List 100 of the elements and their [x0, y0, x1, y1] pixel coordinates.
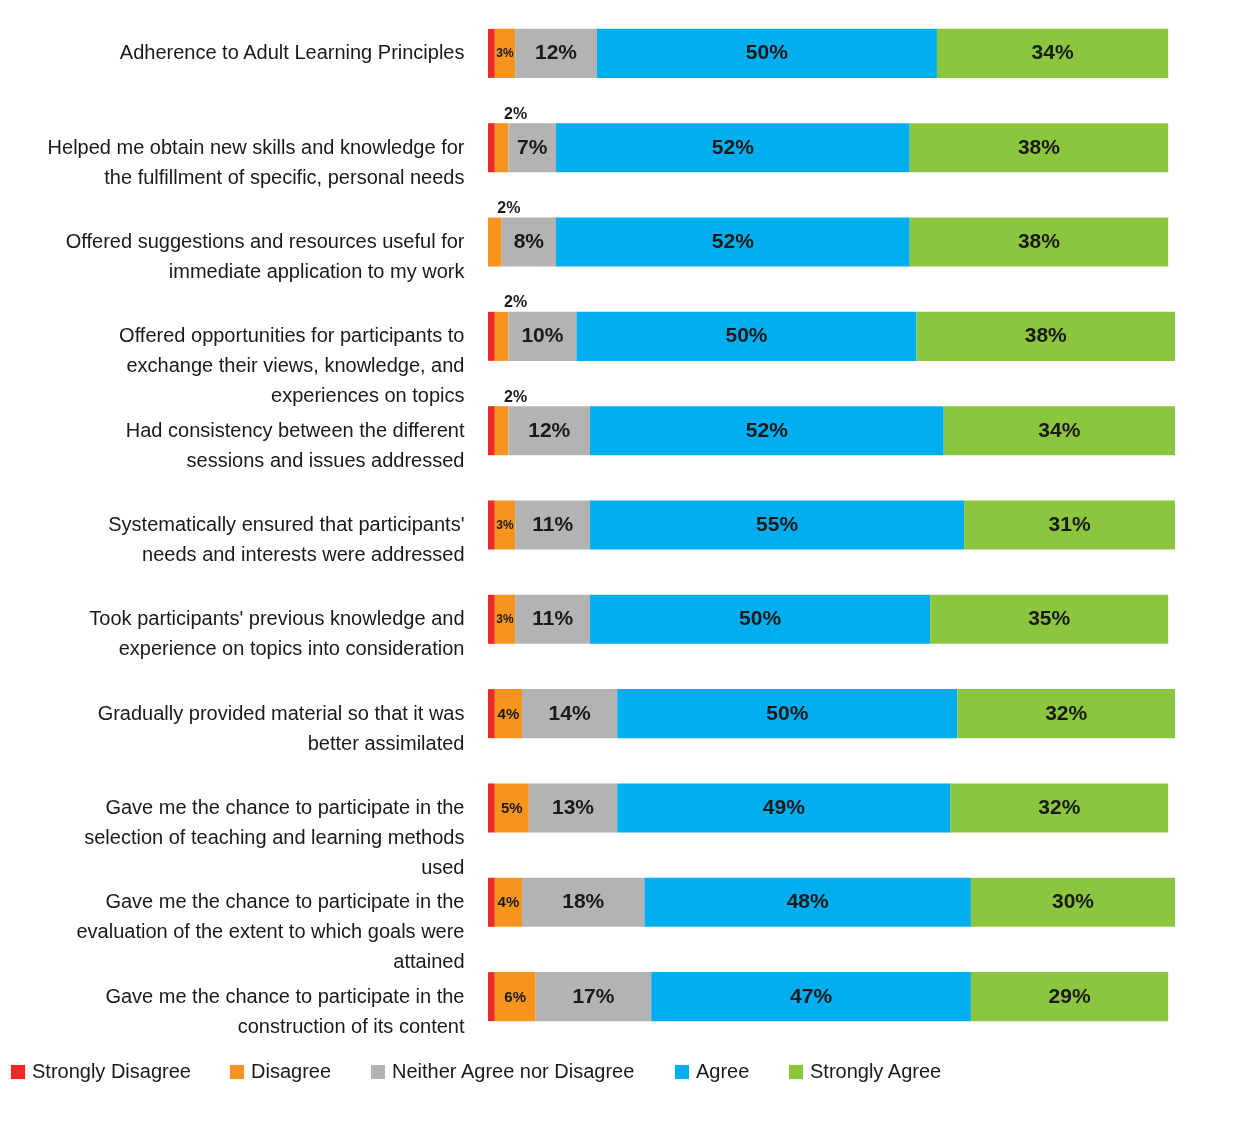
y-tick-label: Gave me the chance to participate in the evaluation of the extent to which goals were attained	[76, 890, 465, 973]
bar	[488, 123, 495, 173]
bar	[950, 783, 1169, 833]
data-label: 38%	[1024, 323, 1068, 347]
data-label: 3%	[496, 46, 515, 61]
legend-label: Agree	[696, 1060, 750, 1082]
data-label: 34%	[1031, 40, 1074, 64]
bar	[617, 783, 951, 833]
data-label: 3%	[496, 518, 515, 532]
bar	[957, 689, 1175, 739]
data-label: 6%	[504, 987, 527, 1005]
data-label: 10%	[521, 323, 564, 347]
bar	[596, 28, 937, 78]
bar	[576, 311, 917, 361]
bar	[590, 500, 965, 550]
bar	[970, 972, 1169, 1022]
bar	[943, 406, 1175, 456]
data-label: 32%	[1038, 794, 1081, 818]
bar	[494, 972, 536, 1022]
bar	[515, 28, 597, 78]
data-label: 52%	[711, 134, 755, 158]
bar	[909, 217, 1169, 267]
data-label: 11%	[532, 606, 574, 630]
bar	[617, 689, 958, 739]
data-label: 13%	[552, 794, 595, 818]
data-label: 31%	[1048, 512, 1091, 535]
y-tick-label: Gave me the chance to participate in the selection of teaching and learning methods used	[84, 795, 465, 878]
y-tick-label: Gave me the chance to participate in the construction of its content	[105, 984, 465, 1037]
y-tick-label: Had consistency between the different sessions and issues addressed	[125, 418, 465, 471]
bar	[930, 594, 1169, 644]
bar	[494, 406, 509, 456]
legend-label: Strongly Agree	[810, 1060, 942, 1082]
y-tick-label: Helped me obtain new skills and knowledge for the fulfillment of specific, personal needs	[47, 135, 465, 188]
bar	[515, 594, 591, 644]
bar	[522, 689, 618, 739]
bar	[556, 217, 910, 267]
data-label: 2%	[504, 104, 528, 122]
bar	[936, 28, 1169, 78]
data-label: 2%	[504, 387, 528, 405]
data-label: 4%	[497, 893, 520, 911]
bar	[494, 783, 529, 833]
bar	[522, 877, 645, 927]
data-label: 29%	[1048, 983, 1091, 1007]
bar	[909, 123, 1169, 173]
data-label: 7%	[517, 134, 548, 158]
data-label: 52%	[745, 417, 789, 441]
data-label: 2%	[497, 199, 521, 217]
data-label: 3%	[496, 612, 515, 627]
y-tick-label: Offered suggestions and resources useful for immediate application to my work	[65, 230, 466, 283]
data-label: 38%	[1017, 134, 1061, 158]
data-label: 2%	[504, 293, 528, 311]
data-label: 12%	[528, 417, 571, 441]
data-label: 14%	[548, 700, 591, 724]
bar	[515, 500, 591, 550]
bar	[488, 406, 495, 456]
bar	[644, 877, 971, 927]
bar	[590, 406, 944, 456]
bar	[916, 311, 1175, 361]
bar	[488, 689, 495, 739]
data-label: 50%	[745, 40, 789, 64]
bar	[508, 406, 591, 456]
bar	[488, 311, 495, 361]
data-label: 50%	[766, 700, 809, 724]
bar	[488, 217, 502, 267]
bar	[528, 783, 618, 833]
data-label: 17%	[572, 983, 615, 1007]
y-tick-label: Offered opportunities for participants to exchange their views, knowledge, and experiences on topics	[119, 324, 465, 407]
data-label: 5%	[500, 798, 523, 816]
data-label: 18%	[562, 889, 605, 913]
bar	[508, 123, 557, 173]
y-tick-label: Gradually provided material so that it was better assimilated	[97, 701, 465, 754]
legend-label: Disagree	[251, 1060, 332, 1082]
data-label: 35%	[1028, 606, 1071, 630]
data-label: 30%	[1051, 889, 1095, 913]
legend-label: Strongly Disagree	[32, 1060, 191, 1082]
bar	[488, 594, 495, 644]
data-label: 4%	[497, 704, 520, 722]
data-label: 8%	[513, 229, 545, 253]
bar	[651, 972, 971, 1022]
bar	[488, 783, 495, 833]
bar	[970, 877, 1175, 927]
bar	[964, 500, 1175, 550]
data-label: 38%	[1017, 229, 1061, 253]
bar	[488, 500, 495, 550]
bar	[535, 972, 652, 1022]
data-label: 49%	[762, 794, 806, 818]
data-label: 55%	[756, 512, 799, 535]
bar	[494, 123, 509, 173]
data-label: 11%	[532, 512, 574, 535]
y-tick-label: Adherence to Adult Learning Principles	[119, 41, 465, 64]
data-label: 47%	[790, 983, 833, 1007]
y-tick-label: Systematically ensured that participants' needs and interests were addressed	[108, 513, 465, 565]
data-label: 32%	[1045, 700, 1088, 724]
bar	[556, 123, 910, 173]
data-label: 52%	[711, 229, 755, 253]
bar	[488, 28, 495, 78]
data-label: 50%	[739, 606, 782, 630]
data-label: 12%	[535, 40, 578, 64]
data-label: 34%	[1038, 417, 1081, 441]
bar	[488, 972, 495, 1022]
